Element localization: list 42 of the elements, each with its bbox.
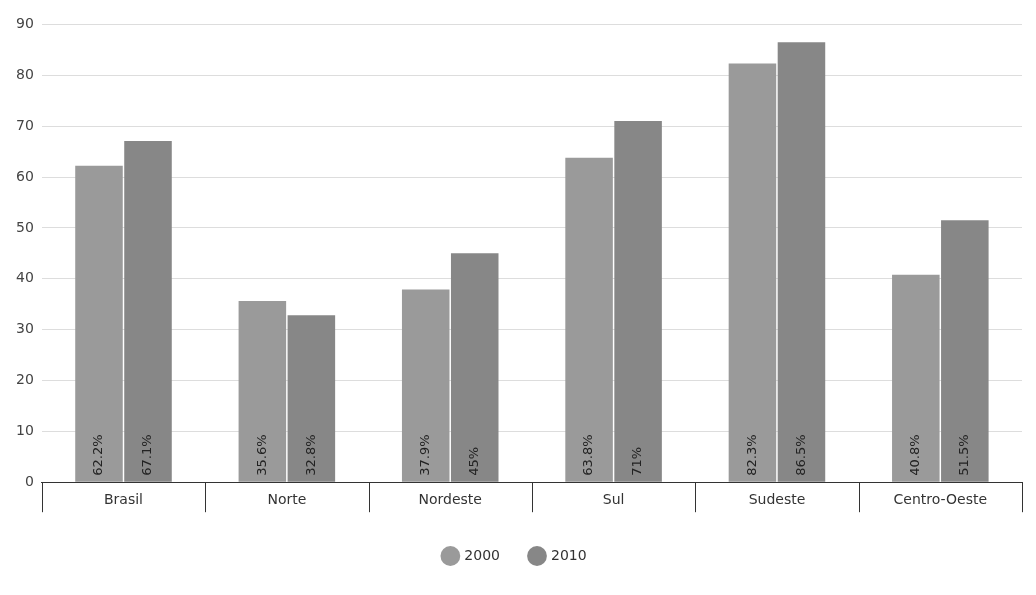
data-label: 51.5%: [956, 434, 972, 476]
bar: [892, 274, 940, 482]
legend-label: 2010: [551, 546, 587, 563]
y-tick-label: 40: [15, 269, 34, 286]
y-tick-label: 70: [15, 116, 34, 133]
data-label: 45%: [466, 446, 482, 476]
y-tick-label: 90: [15, 15, 34, 32]
x-tick-label: Centro-Oeste: [893, 491, 988, 508]
y-tick-label: 10: [15, 421, 34, 438]
bar: [450, 253, 499, 482]
x-tick-label: Sul: [602, 491, 625, 508]
bar: [614, 121, 662, 482]
x-tick-label: Nordeste: [418, 491, 482, 508]
bar: [287, 315, 336, 482]
y-tick-label: 50: [15, 218, 34, 235]
x-tick-label: Sudeste: [748, 491, 806, 508]
bar: [124, 140, 172, 482]
bar: [75, 165, 123, 482]
bar: [777, 42, 826, 482]
y-tick-label: 60: [15, 167, 34, 184]
data-label: 82.3%: [743, 434, 759, 476]
y-tick-label: 0: [24, 472, 34, 489]
data-label: 67.1%: [139, 434, 155, 476]
y-tick-label: 30: [15, 320, 34, 337]
data-label: 63.8%: [580, 434, 596, 476]
y-tick-label: 80: [15, 65, 34, 82]
x-tick-label: Brasil: [103, 491, 143, 508]
bar: [565, 157, 613, 482]
data-label: 32.8%: [302, 434, 318, 476]
legend-label: 2000: [464, 546, 501, 563]
bar: [941, 220, 989, 482]
data-label: 86.5%: [792, 434, 808, 476]
data-label: 71%: [629, 446, 645, 476]
data-label: 40.8%: [907, 434, 923, 476]
y-tick-label: 20: [15, 371, 34, 388]
data-label: 62.2%: [90, 434, 106, 476]
data-label: 37.9%: [417, 434, 433, 476]
data-label: 35.6%: [253, 434, 269, 476]
bar: [238, 301, 287, 482]
x-tick-label: Norte: [267, 491, 307, 508]
bar: [401, 289, 450, 482]
bar: [728, 63, 777, 482]
